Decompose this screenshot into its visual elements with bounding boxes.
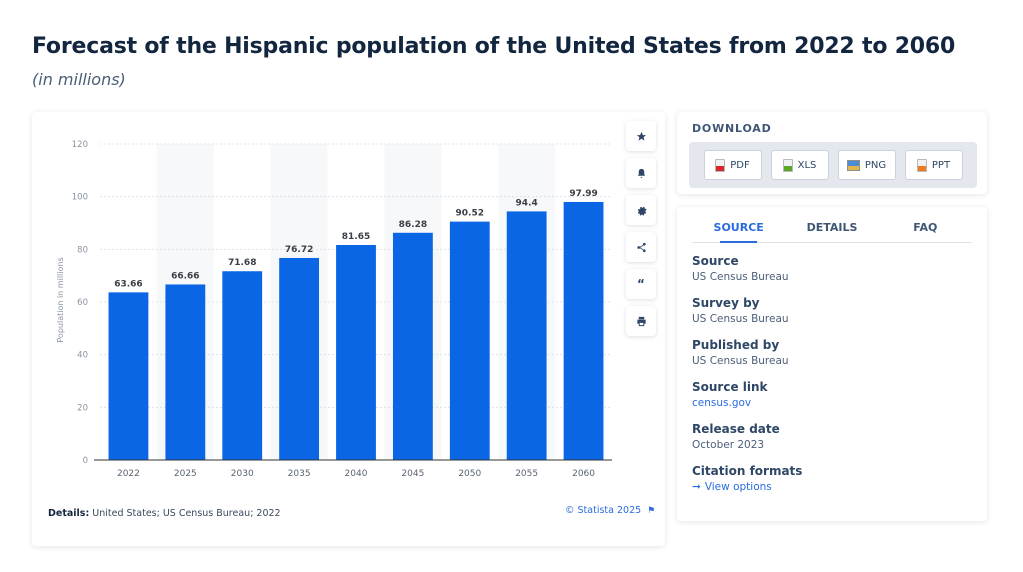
bar <box>392 232 433 460</box>
download-pdf-button[interactable]: PDF <box>703 150 762 180</box>
bar <box>563 201 604 460</box>
download-tray: PDF XLS PNG PPT <box>689 142 977 188</box>
copyright-text: © Statista 2025 <box>565 505 642 516</box>
data-label: 94.4 <box>516 198 538 208</box>
info-value: US Census Bureau <box>692 313 789 325</box>
download-card: DOWNLOAD PDF XLS PNG PPT <box>677 112 987 194</box>
info-value: US Census Bureau <box>692 355 789 367</box>
star-icon <box>636 131 646 141</box>
data-label: 86.28 <box>399 220 427 230</box>
statista-copyright-link[interactable]: © Statista 2025 ⚑ <box>565 505 655 516</box>
download-xls-button[interactable]: XLS <box>770 150 829 180</box>
bar <box>222 271 263 460</box>
source-link[interactable]: census.gov <box>692 397 752 409</box>
info-label: Release date <box>692 422 780 436</box>
tab-faq[interactable]: FAQ <box>913 221 938 234</box>
x-tick-label: 2050 <box>458 469 481 479</box>
bar <box>108 292 149 460</box>
flag-icon: ⚑ <box>647 506 656 516</box>
info-label: Survey by <box>692 296 760 310</box>
y-tick-label: 40 <box>77 351 88 361</box>
info-published-by: Published by US Census Bureau <box>692 337 972 369</box>
x-tick-label: 2022 <box>117 469 140 479</box>
x-tick-label: 2035 <box>288 469 311 479</box>
info-value: October 2023 <box>692 439 765 451</box>
y-tick-label: 0 <box>83 456 88 466</box>
tab-details[interactable]: DETAILS <box>806 221 858 234</box>
tab-source[interactable]: SOURCE <box>692 217 785 243</box>
page-title: Forecast of the Hispanic population of t… <box>32 34 956 59</box>
data-label: 63.66 <box>114 279 142 289</box>
print-button[interactable] <box>626 306 656 336</box>
print-icon <box>636 316 646 326</box>
y-tick-label: 20 <box>77 403 88 413</box>
arrow-right-icon: ➞ <box>692 481 701 493</box>
details-text: United States; US Census Bureau; 2022 <box>92 508 281 519</box>
info-label: Source link <box>692 380 768 394</box>
y-tick-label: 60 <box>77 298 88 308</box>
download-heading: DOWNLOAD <box>692 122 772 135</box>
download-png-button[interactable]: PNG <box>837 150 896 180</box>
data-label: 81.65 <box>342 232 370 242</box>
chart-details: Details: United States; US Census Bureau… <box>48 508 281 519</box>
y-tick-label: 100 <box>72 193 88 203</box>
info-source-link: Source link census.gov <box>692 379 972 411</box>
bar <box>506 211 547 460</box>
page-subtitle: (in millions) <box>32 70 126 89</box>
info-release-date: Release date October 2023 <box>692 421 972 453</box>
download-pdf-label: PDF <box>730 159 750 171</box>
download-xls-label: XLS <box>797 159 817 171</box>
share-icon <box>636 242 646 252</box>
data-label: 97.99 <box>569 189 597 199</box>
source-card: SOURCE DETAILS FAQ Source US Census Bure… <box>677 207 987 521</box>
xls-file-icon <box>782 158 793 172</box>
ppt-file-icon <box>916 158 927 172</box>
y-tick-label: 120 <box>72 140 88 150</box>
info-citation-formats: Citation formats ➞ View options <box>692 463 972 495</box>
favorite-button[interactable] <box>626 121 656 151</box>
bar <box>336 244 376 460</box>
data-label: 76.72 <box>285 245 313 255</box>
gear-icon <box>637 206 647 216</box>
download-ppt-label: PPT <box>931 159 951 171</box>
download-ppt-button[interactable]: PPT <box>904 150 963 180</box>
info-value: US Census Bureau <box>692 271 789 283</box>
x-tick-label: 2025 <box>174 469 197 479</box>
share-button[interactable] <box>626 232 656 262</box>
x-tick-label: 2045 <box>401 469 424 479</box>
bar <box>165 284 206 460</box>
quote-icon: “ <box>637 277 645 291</box>
view-options-label: View options <box>704 481 772 493</box>
y-axis-label: Population in millions <box>56 257 65 342</box>
bell-icon <box>637 168 645 178</box>
data-label: 71.68 <box>228 258 256 268</box>
png-image-icon <box>846 159 860 171</box>
settings-button[interactable] <box>626 195 656 225</box>
source-info: Source US Census Bureau Survey by US Cen… <box>692 253 972 505</box>
bar <box>279 257 320 460</box>
y-tick-label: 80 <box>77 245 88 255</box>
info-source: Source US Census Bureau <box>692 253 972 285</box>
details-label: Details: <box>48 508 90 519</box>
info-label: Published by <box>692 338 780 352</box>
bar <box>449 221 490 460</box>
x-tick-label: 2040 <box>345 469 368 479</box>
x-tick-label: 2030 <box>231 469 254 479</box>
pdf-file-icon <box>715 158 726 172</box>
x-tick-label: 2055 <box>515 469 538 479</box>
notification-button[interactable] <box>626 158 656 188</box>
info-survey-by: Survey by US Census Bureau <box>692 295 972 327</box>
cite-button[interactable]: “ <box>626 269 656 299</box>
chart-toolbar: “ <box>626 121 656 343</box>
info-label: Source <box>692 254 739 268</box>
data-label: 66.66 <box>171 271 199 281</box>
view-options-link[interactable]: ➞ View options <box>692 479 972 495</box>
x-tick-label: 2060 <box>572 469 595 479</box>
download-png-label: PNG <box>864 159 887 171</box>
data-label: 90.52 <box>456 209 484 219</box>
info-label: Citation formats <box>692 464 803 478</box>
source-tabs: SOURCE DETAILS FAQ <box>692 217 972 243</box>
